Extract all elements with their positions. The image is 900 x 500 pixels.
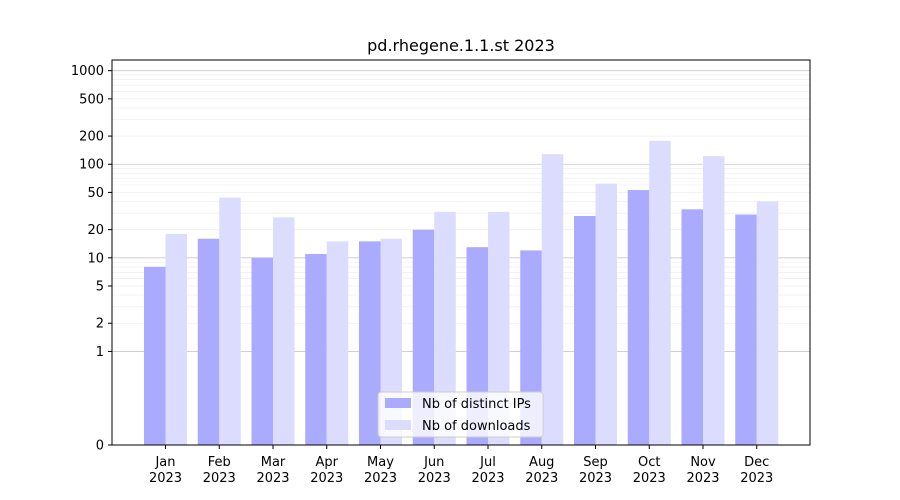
y-tick-label: 0: [96, 439, 104, 454]
x-tick-label-month: Feb: [208, 455, 231, 470]
x-tick-label-month: Jan: [154, 455, 175, 470]
y-tick-label: 500: [79, 92, 104, 107]
bar-distinct-ips-oct: [627, 190, 650, 445]
x-tick-label-month: Dec: [744, 455, 769, 470]
x-tick-label-month: Jul: [479, 455, 496, 470]
x-tick-label-year: 2023: [310, 471, 343, 486]
x-tick-label-year: 2023: [149, 471, 182, 486]
bar-downloads-feb: [219, 197, 241, 445]
x-tick-label-month: Oct: [638, 455, 660, 470]
bar-distinct-ips-apr: [305, 253, 327, 445]
legend-label-distinct-ips: Nb of distinct IPs: [422, 397, 531, 412]
x-tick-label-month: May: [367, 455, 394, 470]
bar-downloads-apr: [326, 241, 349, 445]
y-tick-label: 5: [96, 280, 104, 295]
y-tick-label: 50: [87, 186, 104, 201]
bar-downloads-jul: [488, 211, 510, 445]
bar-downloads-sep: [595, 183, 617, 445]
x-tick-label-month: Sep: [583, 455, 608, 470]
x-tick-label-month: Mar: [261, 455, 286, 470]
legend: Nb of distinct IPs Nb of downloads: [377, 391, 544, 438]
x-tick-label-year: 2023: [579, 471, 612, 486]
legend-swatch-distinct-ips: [385, 398, 411, 408]
bar-downloads-aug: [541, 154, 564, 446]
plot-frame: [111, 59, 811, 446]
x-tick-label-year: 2023: [256, 471, 289, 486]
x-tick-label-year: 2023: [364, 471, 397, 486]
x-tick-label-year: 2023: [525, 471, 558, 486]
bar-downloads-jan: [165, 233, 187, 445]
y-tick-label: 1: [96, 345, 104, 360]
x-tick-label-month: Apr: [316, 455, 339, 470]
bar-distinct-ips-feb: [197, 238, 220, 445]
x-tick-label-year: 2023: [633, 471, 666, 486]
bar-downloads-nov: [703, 156, 725, 445]
y-tick-label: 20: [87, 223, 104, 238]
bar-downloads-oct: [649, 140, 671, 445]
x-tick-label-month: Aug: [529, 455, 554, 470]
bar-distinct-ips-nov: [681, 209, 703, 445]
y-axis: 0 1 2 5 10 20 50 100 200 500 1000: [71, 64, 112, 454]
bar-downloads-jun: [434, 211, 456, 445]
chart-title: pd.rhegene.1.1.st 2023: [367, 36, 555, 55]
x-tick-label-year: 2023: [740, 471, 773, 486]
x-tick-label-year: 2023: [686, 471, 719, 486]
bar-distinct-ips-mar: [251, 257, 273, 445]
bar-distinct-ips-may: [359, 241, 381, 445]
bar-distinct-ips-dec: [735, 214, 757, 445]
legend-label-downloads: Nb of downloads: [422, 419, 531, 434]
y-tick-label: 1000: [71, 64, 104, 79]
x-tick-label-year: 2023: [203, 471, 236, 486]
x-tick-label-year: 2023: [418, 471, 451, 486]
legend-swatch-downloads: [385, 420, 411, 430]
bar-downloads-mar: [273, 217, 295, 445]
legend-box: [377, 391, 544, 438]
bar-distinct-ips-jun: [412, 229, 435, 445]
y-tick-label: 10: [87, 251, 104, 266]
x-tick-label-month: Nov: [690, 455, 716, 470]
bar-distinct-ips-sep: [574, 215, 596, 445]
x-tick-label-month: Jun: [423, 455, 444, 470]
bars: [144, 140, 779, 446]
x-tick-label-year: 2023: [471, 471, 504, 486]
bar-downloads-dec: [756, 201, 779, 445]
y-tick-label: 200: [79, 130, 104, 145]
y-tick-label: 100: [79, 158, 104, 173]
x-axis: Jan2023Feb2023Mar2023Apr2023May2023Jun20…: [149, 445, 773, 486]
y-tick-label: 2: [96, 317, 104, 332]
bar-distinct-ips-jan: [144, 266, 166, 445]
